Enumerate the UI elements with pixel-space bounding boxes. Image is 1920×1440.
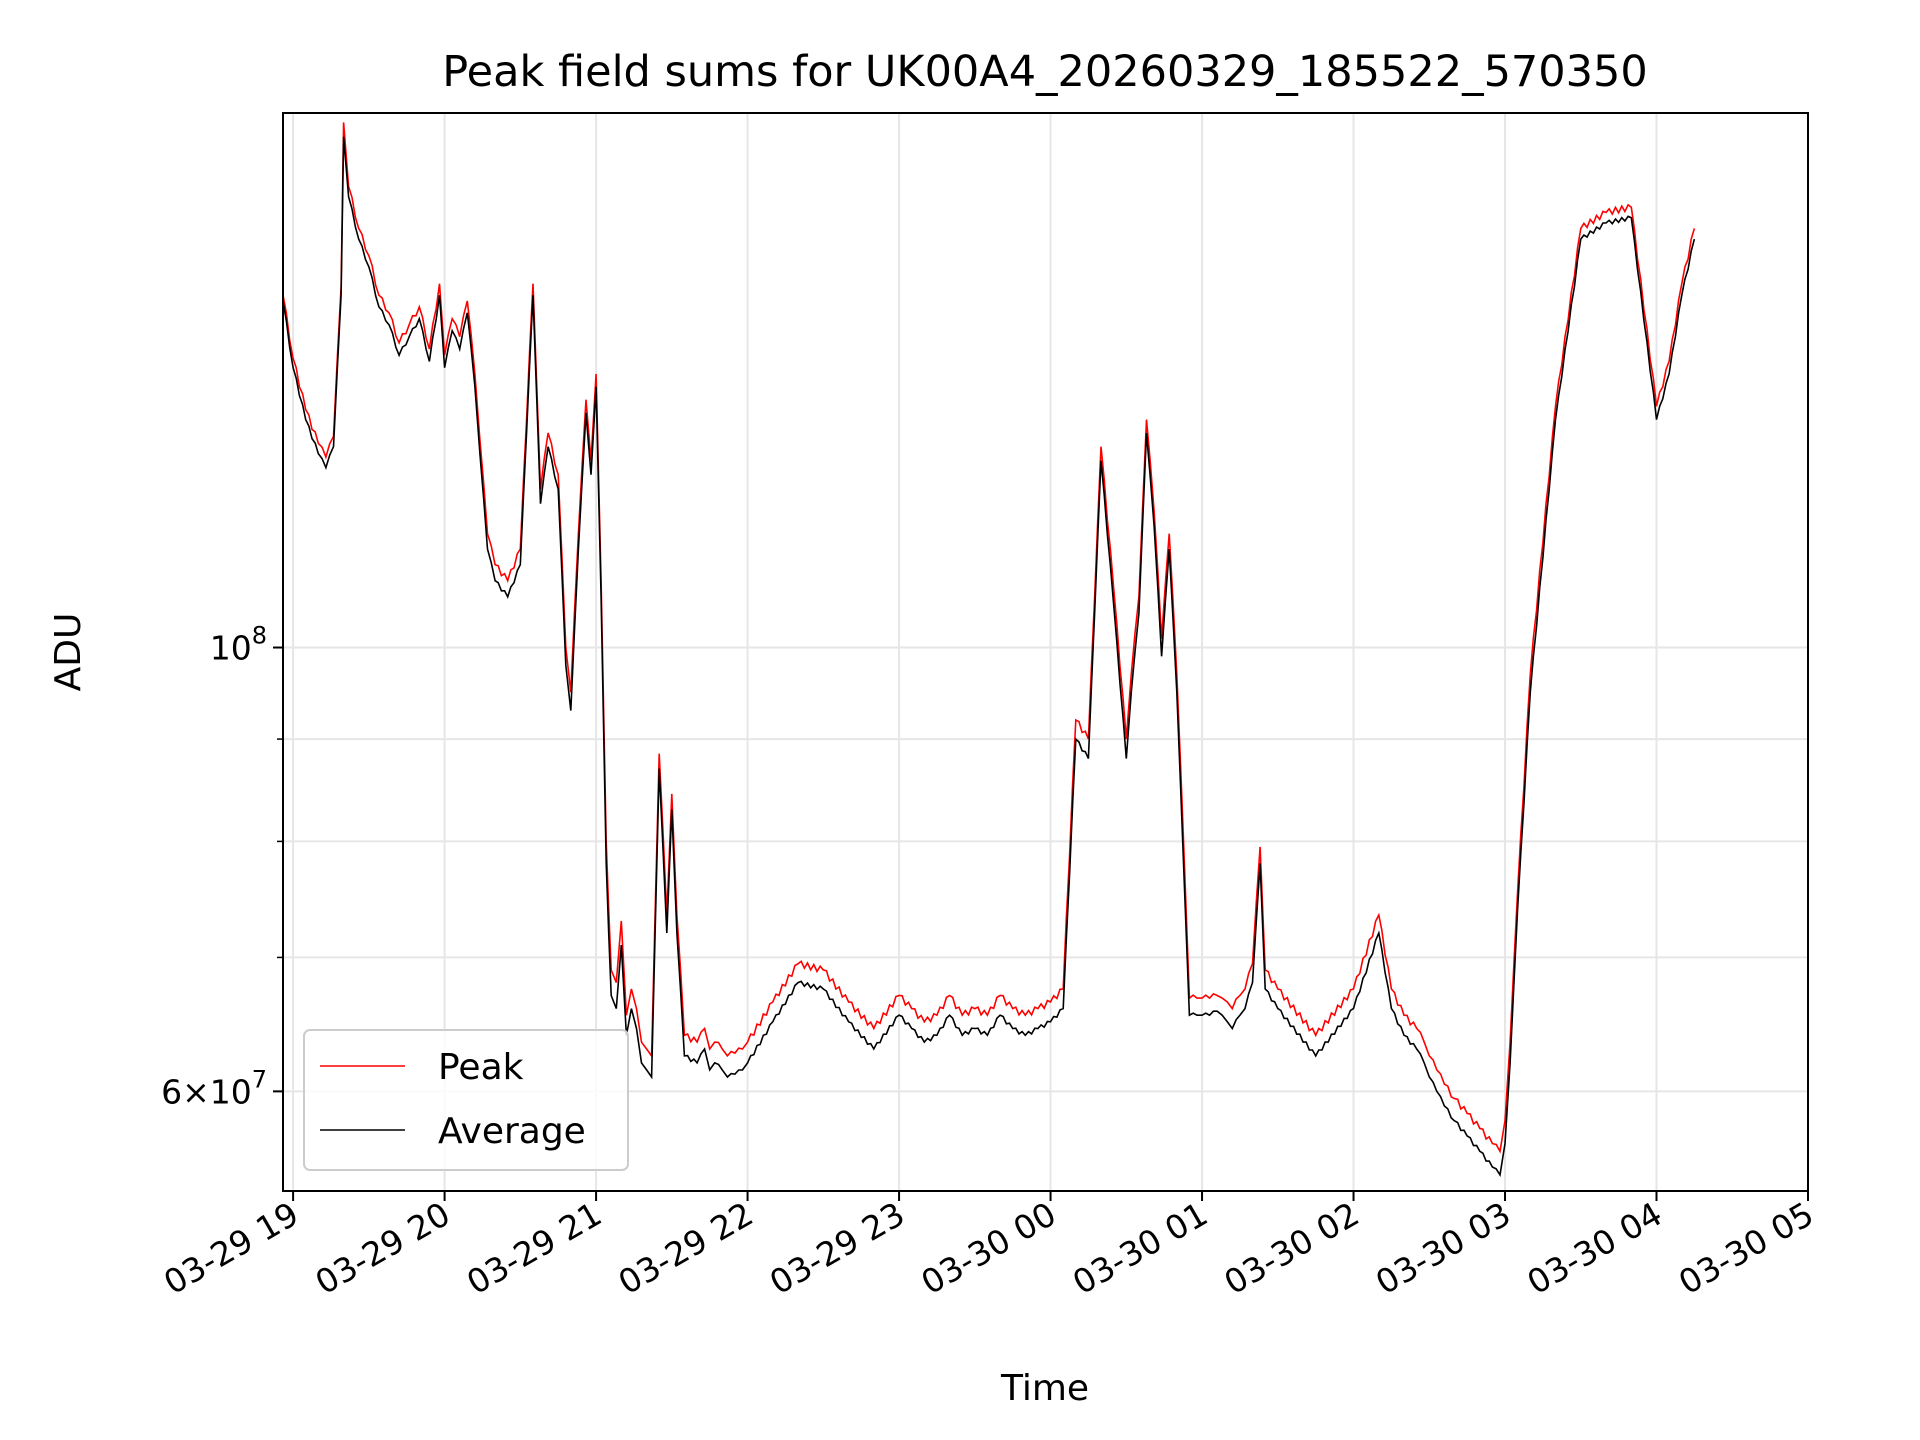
plot-area xyxy=(282,122,1696,1178)
y-axis-label: ADU xyxy=(48,613,89,692)
y-axis: 108 6×107 xyxy=(161,622,283,1111)
legend-box xyxy=(303,1029,629,1171)
y-tick-label: 108 xyxy=(210,622,267,668)
legend: Peak Average xyxy=(303,1029,629,1171)
legend-label-peak: Peak xyxy=(438,1047,524,1088)
series-line-average xyxy=(282,136,1696,1178)
x-axis-label: Time xyxy=(1000,1368,1089,1409)
y-tick-label: 6×107 xyxy=(161,1065,267,1111)
legend-label-average: Average xyxy=(438,1111,586,1152)
chart-title: Peak field sums for UK00A4_20260329_1855… xyxy=(442,47,1647,97)
plot-frame xyxy=(282,112,1809,1192)
